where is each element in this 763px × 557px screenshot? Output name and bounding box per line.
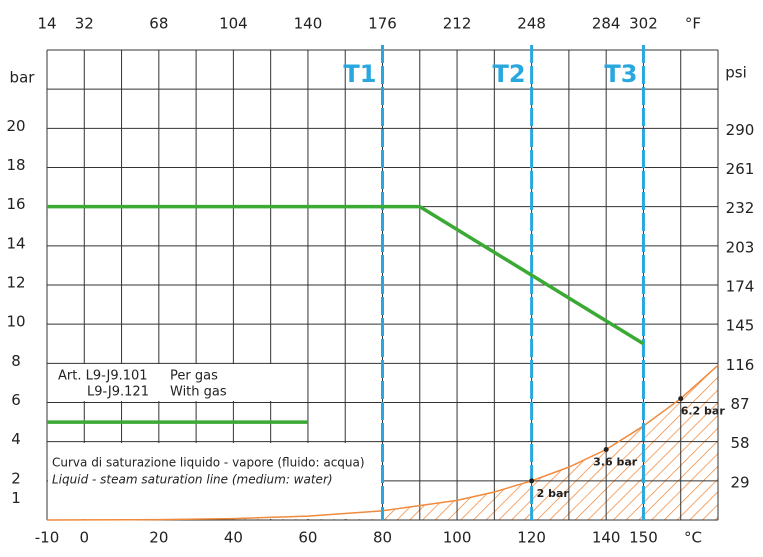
- curve-note: Curva di saturazione liquido - vapore (f…: [52, 456, 365, 470]
- y2-tick-label: 290: [726, 121, 755, 139]
- y-tick-label: 18: [6, 156, 25, 174]
- saturation-point: [529, 478, 535, 484]
- y-tick-label: 6: [11, 391, 21, 409]
- x-tick-label: -10: [35, 529, 60, 547]
- limit-label: T3: [604, 60, 637, 88]
- y2-tick-label: 145: [726, 317, 755, 335]
- y-tick-label: 1: [11, 489, 21, 507]
- x2-tick-label: 248: [517, 15, 546, 33]
- note-box: [48, 364, 298, 401]
- x2-tick-label: 176: [368, 15, 397, 33]
- x-tick-label: 100: [443, 529, 472, 547]
- saturation-point: [678, 396, 684, 402]
- y-tick-label: 8: [11, 352, 21, 370]
- saturation-line: [46, 364, 719, 521]
- x-tick-label: 120: [517, 529, 546, 547]
- x2-tick-label: 32: [75, 15, 94, 33]
- x-tick-label: 140: [592, 529, 621, 547]
- x2-tick-label: 14: [37, 15, 56, 33]
- point-label: 2 bar: [537, 487, 570, 500]
- y-tick-label: 4: [11, 430, 21, 448]
- x2-tick-label: 140: [294, 15, 323, 33]
- y-axis-label: bar: [10, 69, 36, 87]
- x-tick-label: 0: [80, 529, 90, 547]
- article-use: Per gas: [170, 369, 218, 384]
- y2-tick-label: 203: [726, 238, 755, 256]
- x-tick-label: 40: [224, 529, 243, 547]
- x-tick-label: 150: [629, 529, 658, 547]
- y2-tick-label: 174: [726, 278, 755, 296]
- y2-tick-label: 29: [730, 473, 749, 491]
- y2-tick-label: 58: [730, 434, 749, 452]
- x2-tick-label: 212: [443, 15, 472, 33]
- limit-label: T1: [343, 60, 376, 88]
- curve-note: Liquid - steam saturation line (medium: …: [52, 473, 333, 487]
- pressure-line: [47, 204, 645, 346]
- x2-axis-label: °F: [685, 15, 701, 33]
- y-tick-label: 10: [6, 313, 25, 331]
- saturation-point: [603, 447, 609, 452]
- point-label: 6.2 bar: [681, 405, 726, 418]
- x-tick-label: 60: [298, 529, 317, 547]
- article-code: L9-J9.121: [87, 385, 149, 400]
- x-axis-label: °C: [684, 529, 702, 547]
- article-use: With gas: [170, 385, 227, 400]
- y-tick-label: 20: [6, 117, 25, 135]
- x-tick-label: 80: [373, 529, 392, 547]
- y2-tick-label: 232: [726, 199, 755, 217]
- y2-tick-label: 87: [730, 395, 749, 413]
- y2-tick-label: 261: [726, 160, 755, 178]
- note-box: [48, 443, 382, 519]
- y2-tick-label: 116: [726, 356, 755, 374]
- limit-label: T2: [493, 60, 526, 88]
- article-code: Art. L9-J9.101: [58, 369, 148, 384]
- y2-axis-label: psi: [725, 64, 747, 82]
- y-tick-label: 2: [11, 469, 21, 487]
- x2-tick-label: 104: [219, 15, 248, 33]
- x2-tick-label: 302: [629, 15, 658, 33]
- y-tick-label: 12: [6, 274, 25, 292]
- x2-tick-label: 68: [149, 15, 168, 33]
- x2-tick-label: 284: [592, 15, 621, 33]
- x-tick-label: 20: [149, 529, 168, 547]
- y-tick-label: 14: [6, 234, 25, 252]
- y-tick-label: 16: [6, 195, 25, 213]
- point-label: 3.6 bar: [593, 456, 638, 469]
